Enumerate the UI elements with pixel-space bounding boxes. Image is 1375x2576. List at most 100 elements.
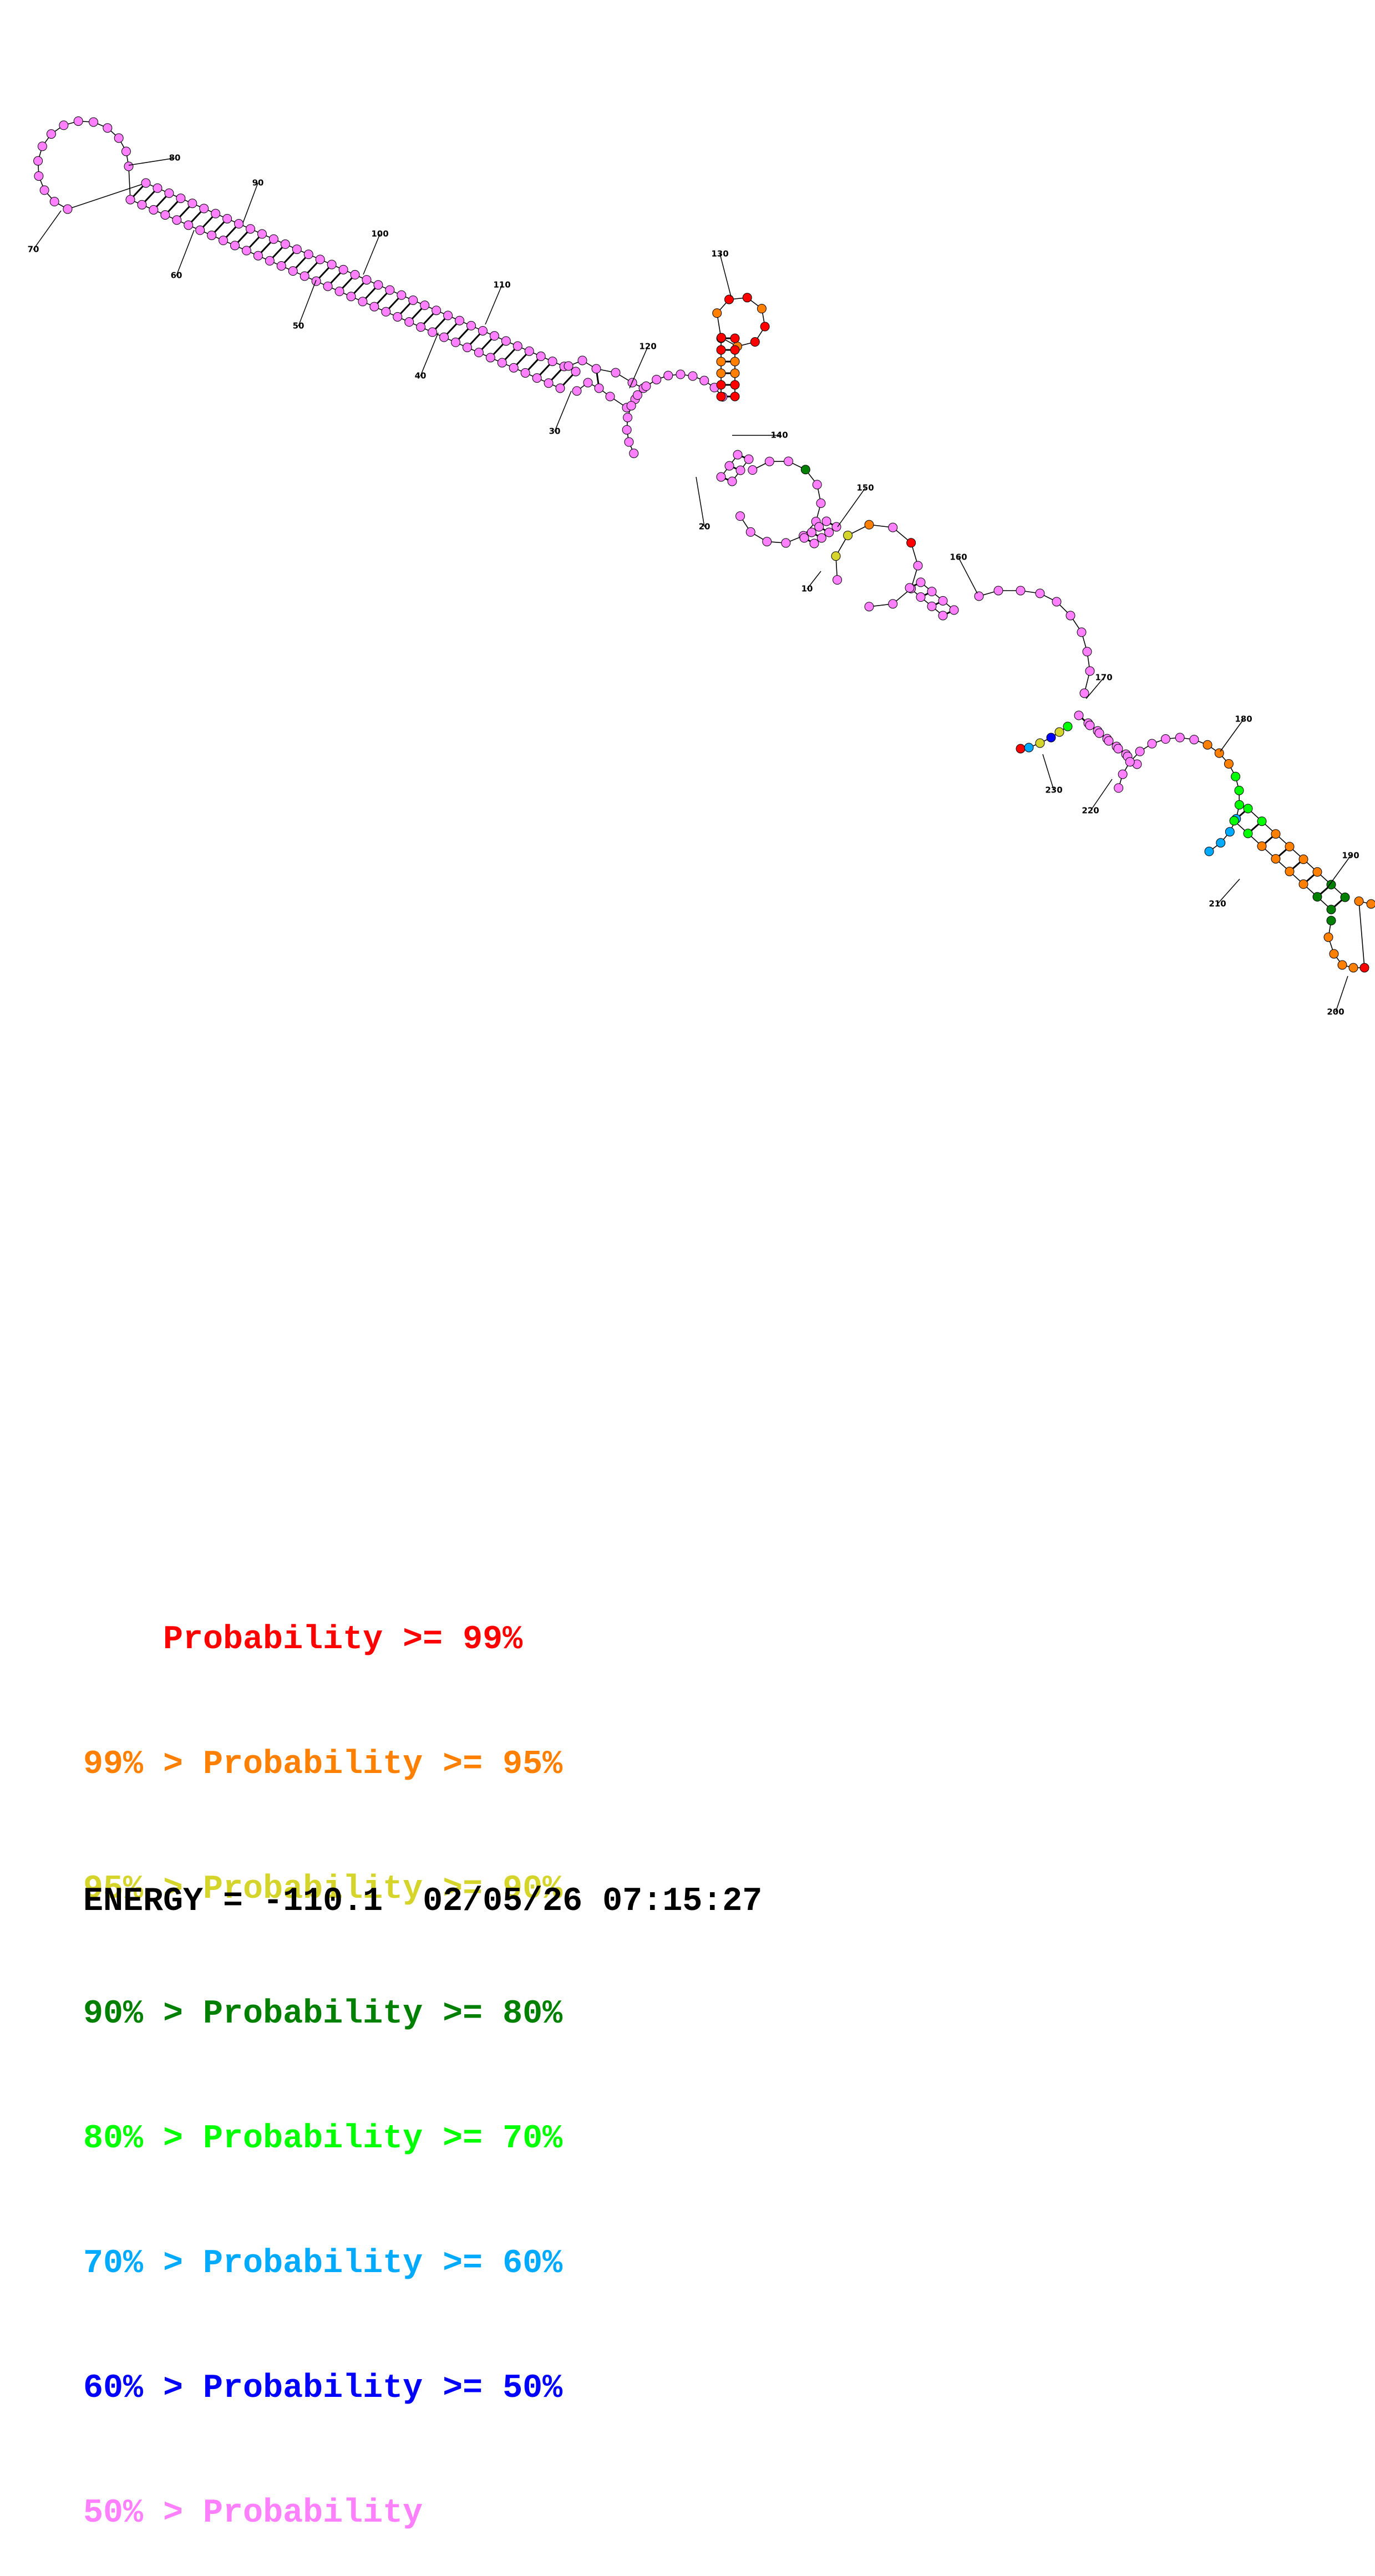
nucleotide [1082,647,1092,657]
nucleotide [323,281,333,291]
nucleotide [1135,746,1145,756]
rna-structure-diagram: 10 20 30 40 50 60 70 80 90 100 110 120 130 140 150 160 1… [28,116,1375,1017]
nucleotide [1225,827,1235,837]
nucleotide [280,239,290,249]
nucleotide [1204,846,1214,856]
nucleotide [219,236,229,246]
nucleotides [33,116,1375,973]
nucleotide [73,116,83,126]
nucleotide [949,605,959,615]
nucleotide [605,392,615,402]
legend-prefix: 95% > [83,1871,204,1908]
nucleotide [733,450,743,460]
nucleotide [292,244,302,254]
nucleotide [315,255,325,265]
nucleotide [730,333,740,343]
nucleotide [1016,586,1026,596]
nucleotide [1189,735,1199,745]
nucleotide [536,351,546,361]
legend-prefix: 99% > [83,1746,204,1784]
nucleotide [744,454,754,464]
position-label: 40 [415,371,427,381]
nucleotide [572,386,582,396]
nucleotide [888,599,898,609]
nucleotide [864,602,874,612]
nucleotide [716,472,726,482]
legend-text: Probability >= 80% [203,1995,563,2033]
nucleotide [311,276,321,286]
nucleotide [49,197,59,207]
legend-row-50: 60% > Probability >= 50% [83,2368,562,2410]
position-tick-line [1335,975,1348,1013]
position-label: 180 [1235,714,1252,724]
nucleotide [1016,744,1026,754]
nucleotide [544,378,554,388]
legend-text: Probability [203,2494,423,2532]
legend-text: Probability >= 99% [163,1621,523,1659]
nucleotide [532,373,542,383]
position-label: 160 [950,552,967,562]
nucleotide [1104,736,1114,746]
nucleotide [1214,748,1224,758]
legend-row-95: 99% > Probability >= 95% [83,1744,562,1786]
legend-prefix: 90% > [83,1995,204,2033]
nucleotide [489,331,499,341]
position-tick-line [837,487,866,527]
nucleotide [799,533,809,543]
nucleotide [1257,841,1267,851]
nucleotide [800,465,810,475]
nucleotide [1366,899,1375,909]
nucleotide [230,241,240,251]
legend-prefix: 60% > [83,2370,204,2407]
nucleotide [730,357,740,367]
nucleotide [1066,611,1075,621]
nucleotide [624,437,634,447]
nucleotide [350,270,360,280]
nucleotide [1077,627,1087,637]
nucleotide [591,364,601,374]
nucleotide [824,527,834,537]
nucleotide [1054,727,1064,737]
nucleotide [623,413,633,423]
legend-prefix: 50% > [83,2494,204,2532]
nucleotide [735,511,745,521]
nucleotide [478,326,488,336]
nucleotide [864,520,874,530]
nucleotide [716,392,726,402]
nucleotide [358,297,368,307]
nucleotide [1234,785,1244,795]
nucleotide [757,304,767,314]
backbone-segment [920,582,955,611]
nucleotide [257,229,267,239]
nucleotide [334,286,344,296]
nucleotide [716,368,726,378]
nucleotide [809,538,819,548]
nucleotide [1298,879,1308,889]
nucleotide [816,533,826,543]
nucleotide [1340,892,1350,902]
nucleotide [905,583,915,593]
legend-text: Probability >= 50% [203,2370,563,2407]
nucleotide [509,363,519,373]
nucleotide [1063,722,1073,731]
nucleotide [1234,800,1244,810]
nucleotide [439,332,449,342]
nucleotide [149,205,159,215]
nucleotide [466,321,476,331]
nucleotide [432,306,442,316]
nucleotide [253,251,263,261]
nucleotide [39,185,49,195]
nucleotide [1285,866,1295,876]
nucleotide [1329,949,1339,959]
nucleotide [1326,905,1336,914]
position-label: 90 [252,178,264,188]
nucleotide [59,120,69,130]
nucleotide [1114,783,1124,793]
nucleotide [303,250,313,260]
position-label: 140 [770,430,788,440]
nucleotide [641,381,651,391]
backbone-segment [909,587,943,616]
legend-row-60: 70% > Probability >= 60% [83,2243,562,2285]
position-tick-line [1325,855,1351,891]
nucleotide [404,317,414,327]
